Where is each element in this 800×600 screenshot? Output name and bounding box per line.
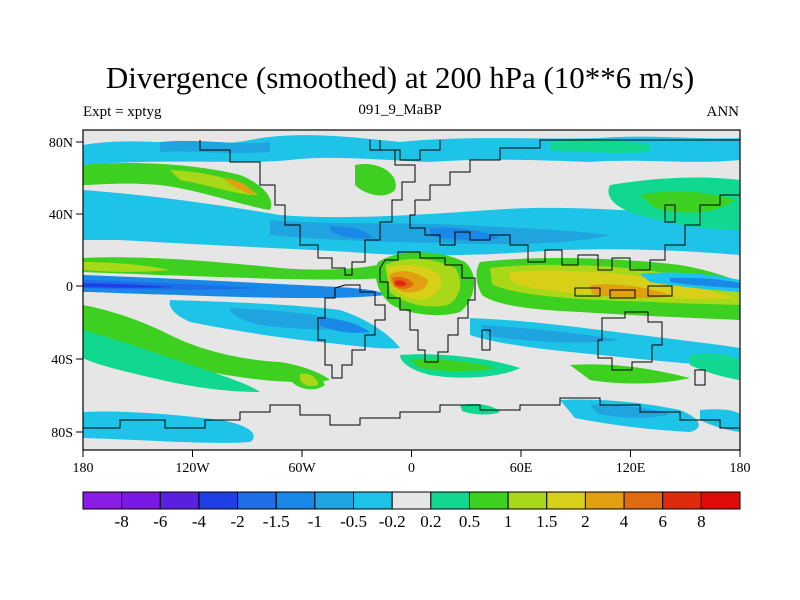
coastline-eurasia xyxy=(415,139,740,201)
field-patch xyxy=(330,226,372,239)
y-tick-label: 80S xyxy=(51,426,73,441)
field-patch xyxy=(570,364,690,384)
field-patch xyxy=(355,164,396,196)
x-tick-label: 60W xyxy=(288,461,316,476)
field-patch xyxy=(83,305,330,383)
coastline-africa xyxy=(379,251,476,363)
colorbar-level-label: 4 xyxy=(620,512,629,531)
y-tick-labels: 80N 40N 0 40S 80S xyxy=(49,136,73,441)
x-tick-label: 120W xyxy=(175,461,210,476)
axis-ticks xyxy=(76,141,741,457)
colorbar-swatch xyxy=(546,491,586,510)
coastline-north-america xyxy=(199,140,416,276)
y-tick-label: 40N xyxy=(49,208,73,223)
x-tick-labels: 180 120W 60W 0 60E 120E 180 xyxy=(73,461,751,476)
colorbar-level-label: -1 xyxy=(308,512,322,531)
field-patch xyxy=(430,227,500,241)
colorbar-level-label: -2 xyxy=(231,512,245,531)
colorbar-swatch xyxy=(353,491,393,510)
colorbar-swatch xyxy=(82,491,123,510)
field-patch xyxy=(590,404,670,418)
coastline-south-america xyxy=(317,284,386,379)
colorbar-swatch xyxy=(121,491,161,510)
coastline-japan xyxy=(664,204,676,223)
y-tick-label: 80N xyxy=(49,136,73,151)
coastline-antarctica xyxy=(83,397,740,429)
colorbar-level-label: 1.5 xyxy=(536,512,557,531)
x-tick-label: 120E xyxy=(616,461,646,476)
field-patch xyxy=(590,284,675,299)
field-patch xyxy=(395,280,407,287)
coastline-australia xyxy=(597,311,663,371)
field-patch xyxy=(510,270,735,299)
colorbar-swatch xyxy=(623,491,664,510)
colorbar-swatch xyxy=(198,491,239,510)
divergence-field xyxy=(83,135,740,443)
colorbar-level-label: 0.5 xyxy=(459,512,480,531)
colorbar-level-label: 0.2 xyxy=(420,512,441,531)
coastline-greenland xyxy=(379,140,441,161)
colorbar-swatch xyxy=(700,491,741,510)
subtitle-label: 091_9_MaBP xyxy=(358,102,442,118)
colorbar-level-label: -8 xyxy=(115,512,129,531)
colorbar-labels: -8 -6 -4 -2 -1.5 -1 -0.5 -0.2 0.2 0.5 1 1.5 2 4 6 8 xyxy=(115,512,706,531)
field-patch xyxy=(640,191,735,213)
field-patch xyxy=(83,330,260,392)
colorbar-level-label: 2 xyxy=(581,512,590,531)
colorbar-swatch xyxy=(391,491,432,510)
field-patch xyxy=(225,178,255,195)
x-tick-label: 180 xyxy=(730,461,751,476)
y-tick-label: 40S xyxy=(51,353,73,368)
field-patch xyxy=(170,170,258,196)
field-patch xyxy=(83,262,170,272)
colorbar-swatch xyxy=(430,491,470,510)
colorbar-swatch xyxy=(314,491,355,510)
coastline-new-zealand xyxy=(694,369,706,386)
season-label: ANN xyxy=(706,104,740,120)
x-tick-label: 180 xyxy=(73,461,94,476)
field-patch xyxy=(480,325,620,343)
field-patch xyxy=(690,353,740,380)
field-patch xyxy=(160,140,270,153)
field-patch xyxy=(670,277,740,288)
colorbar-level-label: -0.2 xyxy=(379,512,406,531)
colorbar-swatch xyxy=(584,491,625,510)
field-patch xyxy=(83,411,254,443)
colorbar-swatch xyxy=(662,491,702,510)
colorbar-level-label: -0.5 xyxy=(340,512,367,531)
colorbar-swatch xyxy=(159,491,200,510)
experiment-label: Expt = xptyg xyxy=(83,104,162,120)
x-tick-label: 60E xyxy=(510,461,533,476)
colorbar-swatch xyxy=(275,491,316,510)
colorbar-level-label: 1 xyxy=(504,512,513,531)
map-panel: 180 120W 60W 0 60E 120E 180 80N 40N 0 40… xyxy=(49,129,751,476)
coastline-indonesia xyxy=(574,285,673,299)
colorbar xyxy=(82,491,741,510)
colorbar-level-label: 8 xyxy=(697,512,706,531)
colorbar-level-label: -6 xyxy=(153,512,167,531)
field-patch xyxy=(83,283,175,288)
coastlines xyxy=(83,139,740,429)
coastline-madagascar xyxy=(481,329,491,351)
y-tick-label: 0 xyxy=(66,280,73,295)
field-patch xyxy=(550,139,650,153)
coastline-eurasia-south xyxy=(409,194,740,271)
field-patch xyxy=(83,257,390,280)
colorbar-swatch xyxy=(237,491,277,510)
field-patch xyxy=(83,163,272,210)
colorbar-level-label: -1.5 xyxy=(263,512,290,531)
colorbar-swatch xyxy=(468,491,509,510)
colorbar-swatch xyxy=(507,491,548,510)
x-tick-label: 0 xyxy=(408,461,415,476)
colorbar-level-label: 6 xyxy=(658,512,667,531)
colorbar-level-label: -4 xyxy=(192,512,207,531)
chart-title: Divergence (smoothed) at 200 hPa (10**6 … xyxy=(105,60,695,95)
field-patch xyxy=(320,318,370,333)
field-patch xyxy=(300,373,318,387)
